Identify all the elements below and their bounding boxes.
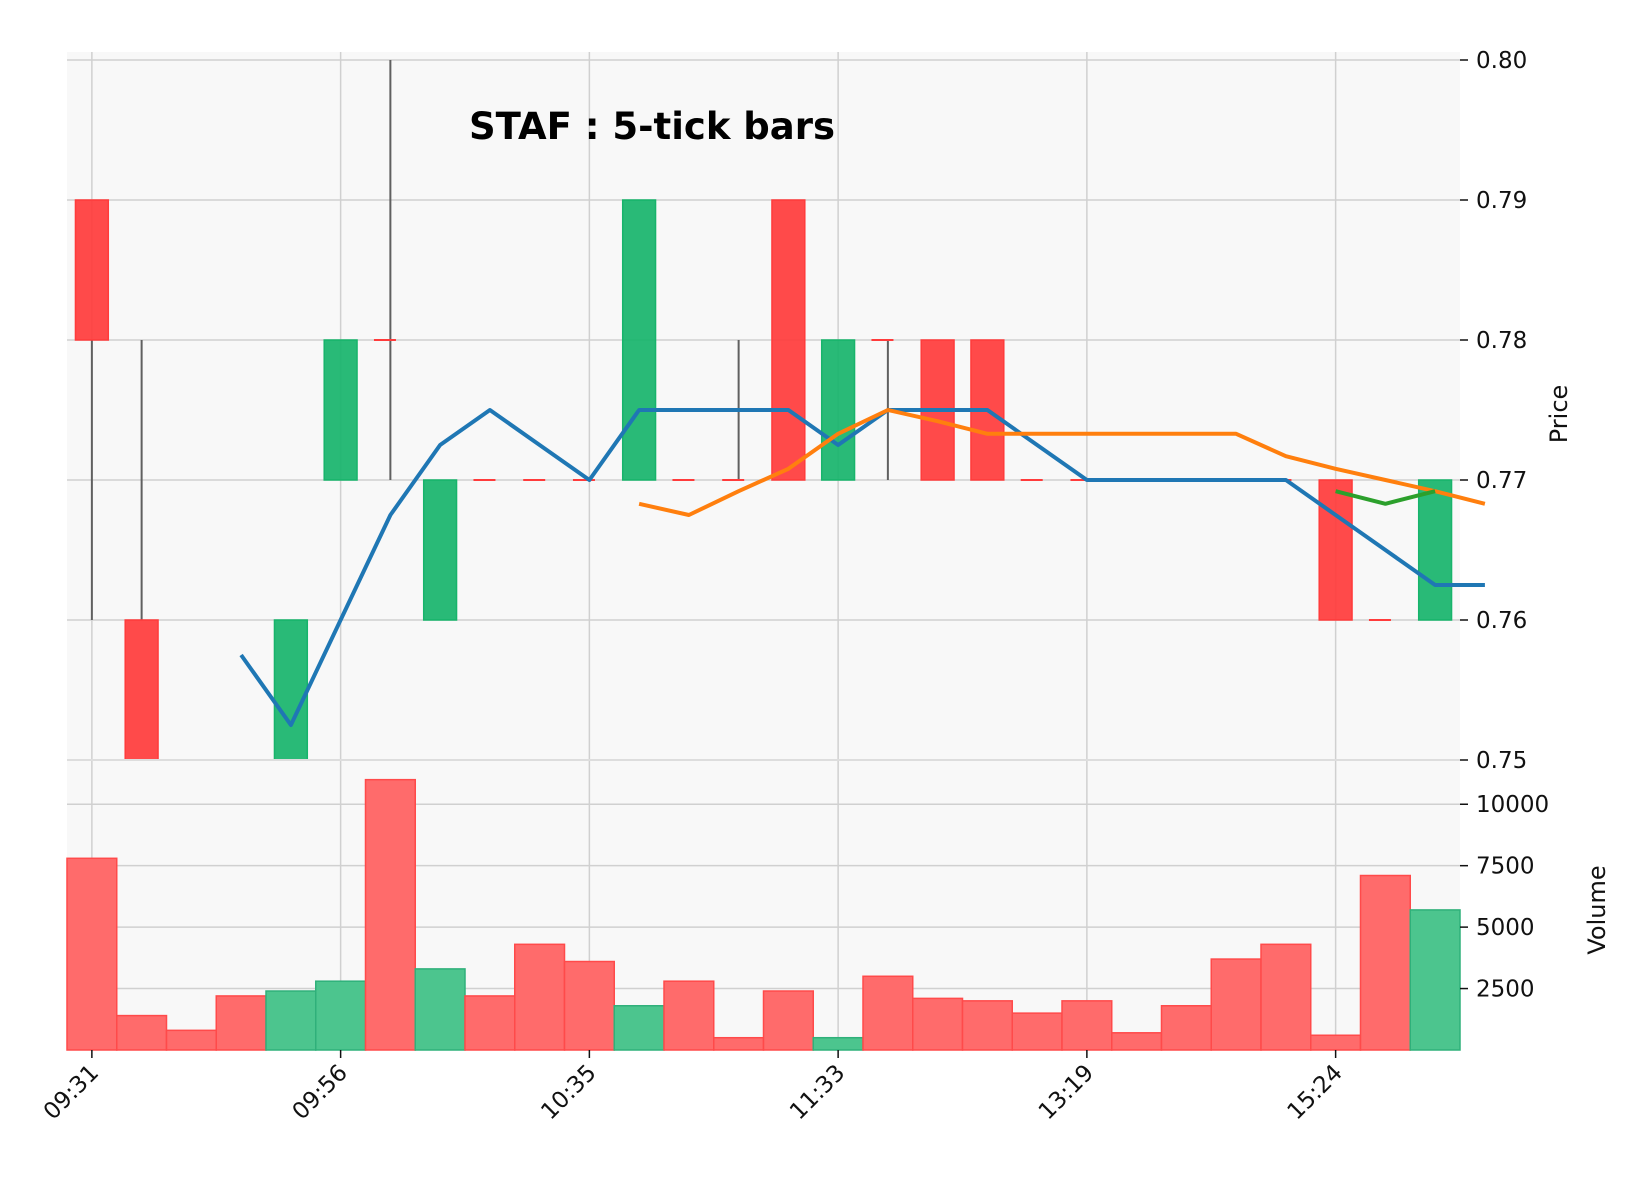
candle-up	[273, 619, 309, 761]
price-tick-label: 0.75	[1476, 748, 1527, 774]
volume-bar	[1359, 874, 1411, 1051]
candle-down	[1318, 479, 1353, 621]
candle-down	[771, 199, 806, 481]
moving-average-line	[239, 408, 1485, 727]
price-tick-label: 0.77	[1476, 468, 1527, 494]
volume-axis-label: Volume	[1583, 865, 1611, 954]
volume-bar	[514, 943, 566, 1051]
x-tick-label: 13:19	[1034, 1060, 1099, 1125]
volume-bar	[1409, 909, 1461, 1051]
candle-up	[323, 339, 358, 481]
x-tick-label: 09:56	[288, 1060, 353, 1125]
volume-tick-label: 5000	[1476, 915, 1535, 941]
volume-bar	[912, 997, 964, 1051]
volume-bar	[215, 995, 267, 1051]
x-tick-label: 10:35	[536, 1060, 601, 1125]
candle-down	[124, 619, 159, 761]
moving-averages	[239, 408, 1486, 727]
volume-bar	[961, 1000, 1013, 1051]
price-tick-label: 0.80	[1476, 48, 1527, 74]
volume-bar	[713, 1036, 765, 1051]
candle-up	[820, 339, 856, 481]
volume-tick-label: 10000	[1476, 792, 1549, 818]
volume-bar	[762, 990, 814, 1051]
volume-bar	[265, 990, 317, 1051]
volume-bar	[1160, 1005, 1212, 1051]
moving-average-line	[638, 408, 1486, 517]
volume-bar	[1061, 1000, 1113, 1051]
candle-up	[621, 199, 657, 481]
candles	[74, 60, 1453, 761]
volume-bar	[1260, 943, 1312, 1051]
price-axis-label: Price	[1545, 385, 1573, 444]
volume-bar	[165, 1029, 217, 1051]
price-tick-label: 0.79	[1476, 188, 1527, 214]
volume-bar	[464, 995, 516, 1051]
volume-tick-label: 2500	[1476, 977, 1535, 1003]
volume-bars	[66, 778, 1461, 1051]
candle-up	[422, 479, 458, 621]
moving-average-line	[1335, 489, 1436, 506]
volume-bar	[315, 980, 367, 1051]
x-tick-label: 15:24	[1283, 1060, 1348, 1125]
price-tick-label: 0.76	[1476, 608, 1527, 634]
volume-bar	[66, 857, 118, 1051]
x-tick-label: 09:31	[39, 1060, 104, 1125]
volume-bar	[663, 980, 715, 1051]
candle-up	[1417, 479, 1453, 621]
volume-bar	[1111, 1032, 1163, 1051]
x-tick-label: 11:33	[785, 1060, 850, 1125]
volume-bar	[1210, 958, 1262, 1051]
volume-bar	[613, 1005, 665, 1051]
volume-bar	[116, 1014, 168, 1051]
volume-bar	[812, 1036, 864, 1051]
volume-bar	[862, 975, 914, 1051]
volume-bar	[414, 968, 466, 1051]
volume-tick-label: 7500	[1476, 854, 1535, 880]
candle-down	[74, 199, 110, 341]
volume-bar	[1310, 1034, 1362, 1051]
chart-title: STAF : 5-tick bars	[469, 105, 835, 148]
volume-bar	[563, 960, 615, 1051]
volume-bar	[364, 778, 416, 1051]
volume-bar	[1011, 1012, 1063, 1051]
price-tick-label: 0.78	[1476, 328, 1527, 354]
